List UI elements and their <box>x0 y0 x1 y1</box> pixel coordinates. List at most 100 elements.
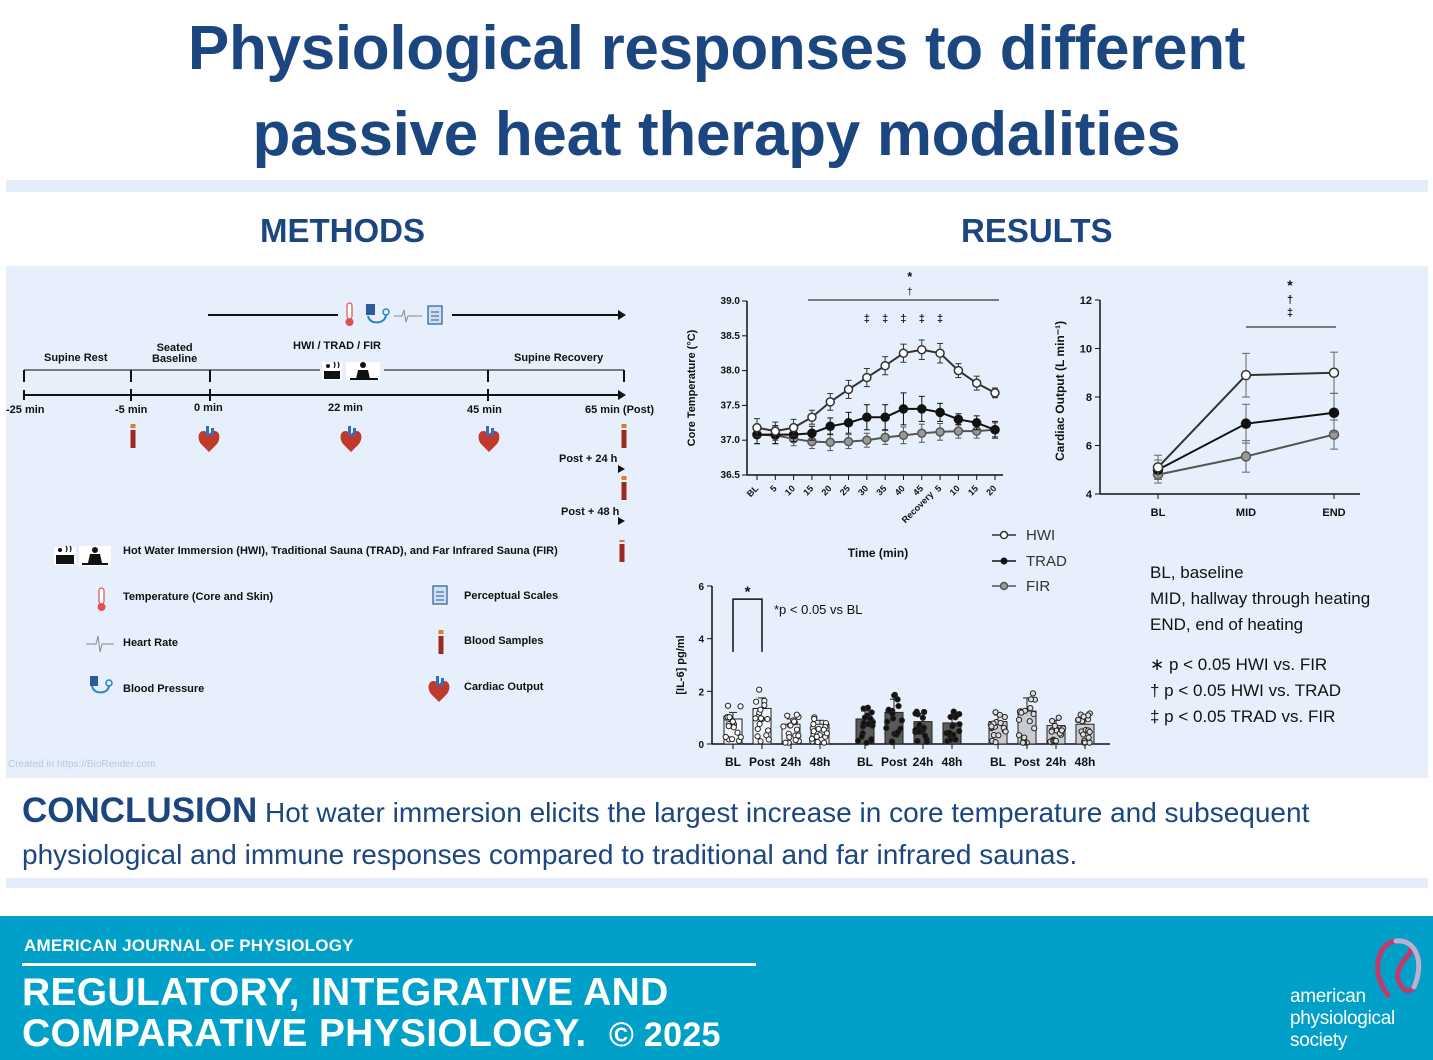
methods-heading: METHODS <box>260 212 425 249</box>
data-point <box>782 739 789 746</box>
data-point <box>754 725 761 733</box>
heart-icon <box>198 426 220 452</box>
y-tick-label: 39.0 <box>721 296 741 307</box>
legend-blood-pressure: Blood Pressure <box>123 683 205 695</box>
note-end: END, end of heating <box>1150 615 1304 634</box>
heart-icon <box>478 426 500 452</box>
title-line-2: passive heat therapy modalities <box>252 100 1181 169</box>
data-point <box>752 715 759 722</box>
legend-fir-marker <box>992 581 1016 591</box>
data-point <box>956 721 963 728</box>
data-point <box>863 739 870 746</box>
x-tick-label: 5 <box>933 483 944 494</box>
core-temperature-chart: 36.5 37.0 37.5 38.0 38.5 39.0 BL 5 10 15 20 25 30 35 4… <box>686 269 1003 560</box>
data-point <box>995 732 1002 739</box>
conclusion: CONCLUSION Hot water immersion elicits t… <box>22 790 1422 876</box>
legend-perceptual: Perceptual Scales <box>464 590 559 602</box>
point-hwi <box>1152 462 1164 473</box>
data-point <box>730 724 737 731</box>
point-trad <box>917 404 927 414</box>
data-point <box>897 725 904 732</box>
legend-trad-marker <box>992 557 1016 565</box>
point-trad <box>825 421 835 432</box>
note-sig-trad-fir: ‡ p < 0.05 TRAD vs. FIR <box>1150 707 1336 726</box>
blood-tube-icon <box>621 424 627 448</box>
significance-ddagger: ‡ <box>919 313 925 325</box>
blood-pressure-icon <box>90 676 113 694</box>
point-hwi <box>971 378 982 388</box>
cardiac-output-chart: 4 6 8 10 12 BL MID END Cardiac Output (L min⁻¹) *… <box>1053 277 1360 519</box>
point-trad <box>971 418 982 428</box>
data-point <box>1018 709 1025 716</box>
x-tick-label: END <box>1322 507 1345 519</box>
data-point <box>898 717 905 724</box>
heart-icon <box>340 426 362 452</box>
data-point <box>815 725 822 732</box>
significance-bracket <box>732 598 763 652</box>
legend-hwi-marker <box>992 530 1016 540</box>
bottom-band <box>6 878 1428 888</box>
significance-ddagger: ‡ <box>900 313 906 325</box>
y-tick-label: 0 <box>698 740 704 751</box>
post-48h-label: Post + 48 h <box>561 506 620 518</box>
point-hwi <box>862 372 872 383</box>
data-point <box>858 733 865 740</box>
data-point <box>949 723 956 730</box>
x-tick-label: BL <box>725 755 741 769</box>
phase-supine-rest: Supine Rest <box>44 352 108 364</box>
significance-ddagger: ‡ <box>864 313 870 325</box>
data-point <box>883 724 890 732</box>
point-hwi <box>788 422 799 433</box>
il6-chart: 0 2 4 6 [IL-6] pg/ml BL Post 24h 48h BL Post 24h 48h… <box>675 582 1110 769</box>
data-point <box>952 713 959 720</box>
conclusion-text: Hot water immersion elicits the largest … <box>22 797 1310 870</box>
significance-symbol: * <box>1287 277 1293 293</box>
point-hwi <box>752 422 762 433</box>
timepoint-22: 22 min <box>328 402 363 414</box>
sauna-icon <box>79 546 111 566</box>
x-tick-label: 48h <box>1075 755 1096 769</box>
data-point <box>1058 727 1065 734</box>
data-point <box>1029 690 1037 697</box>
data-point <box>792 736 799 744</box>
point-hwi <box>807 412 817 422</box>
section-header-row <box>6 192 1428 266</box>
data-point <box>921 732 929 739</box>
note-bl: BL, baseline <box>1150 563 1244 582</box>
content-panel <box>6 266 1428 778</box>
data-point <box>920 724 927 731</box>
y-axis-title: Cardiac Output (L min⁻¹) <box>1053 321 1067 461</box>
thermometer-icon <box>97 587 106 611</box>
page-title: Physiological responses to different pas… <box>0 6 1433 178</box>
data-point <box>761 702 768 709</box>
timepoint-minus5: -5 min <box>115 404 148 416</box>
data-point <box>920 708 928 716</box>
data-point <box>823 730 830 737</box>
series-legend: HWI TRAD FIR <box>992 527 1067 595</box>
data-point <box>1086 739 1093 746</box>
data-point <box>810 728 817 735</box>
data-point <box>1080 713 1087 720</box>
point-fir <box>917 428 927 438</box>
x-tick-label: 20 <box>984 483 998 497</box>
point-trad <box>898 404 909 414</box>
x-tick-label: 30 <box>856 483 870 497</box>
y-tick-label: 37.5 <box>721 400 741 411</box>
journal-footer <box>0 916 1433 1060</box>
x-tick-label: BL <box>857 755 873 769</box>
blood-tube-icon <box>438 630 444 654</box>
conclusion-heading: CONCLUSION <box>22 791 258 830</box>
note-sig-hwi-trad: † p < 0.05 HWI vs. TRAD <box>1150 681 1342 700</box>
legend-blood-samples: Blood Samples <box>464 635 544 647</box>
heart-icon <box>428 676 450 702</box>
title-line-1: Physiological responses to different <box>187 14 1246 83</box>
data-point <box>1086 728 1093 735</box>
blood-tube-icon <box>621 476 627 500</box>
legend-temperature: Temperature (Core and Skin) <box>123 591 274 603</box>
note-mid: MID, hallway through heating <box>1150 589 1371 608</box>
results-heading: RESULTS <box>961 212 1113 249</box>
data-point <box>947 736 954 743</box>
data-point <box>895 702 902 710</box>
data-point <box>1001 713 1008 721</box>
data-point <box>891 692 898 699</box>
